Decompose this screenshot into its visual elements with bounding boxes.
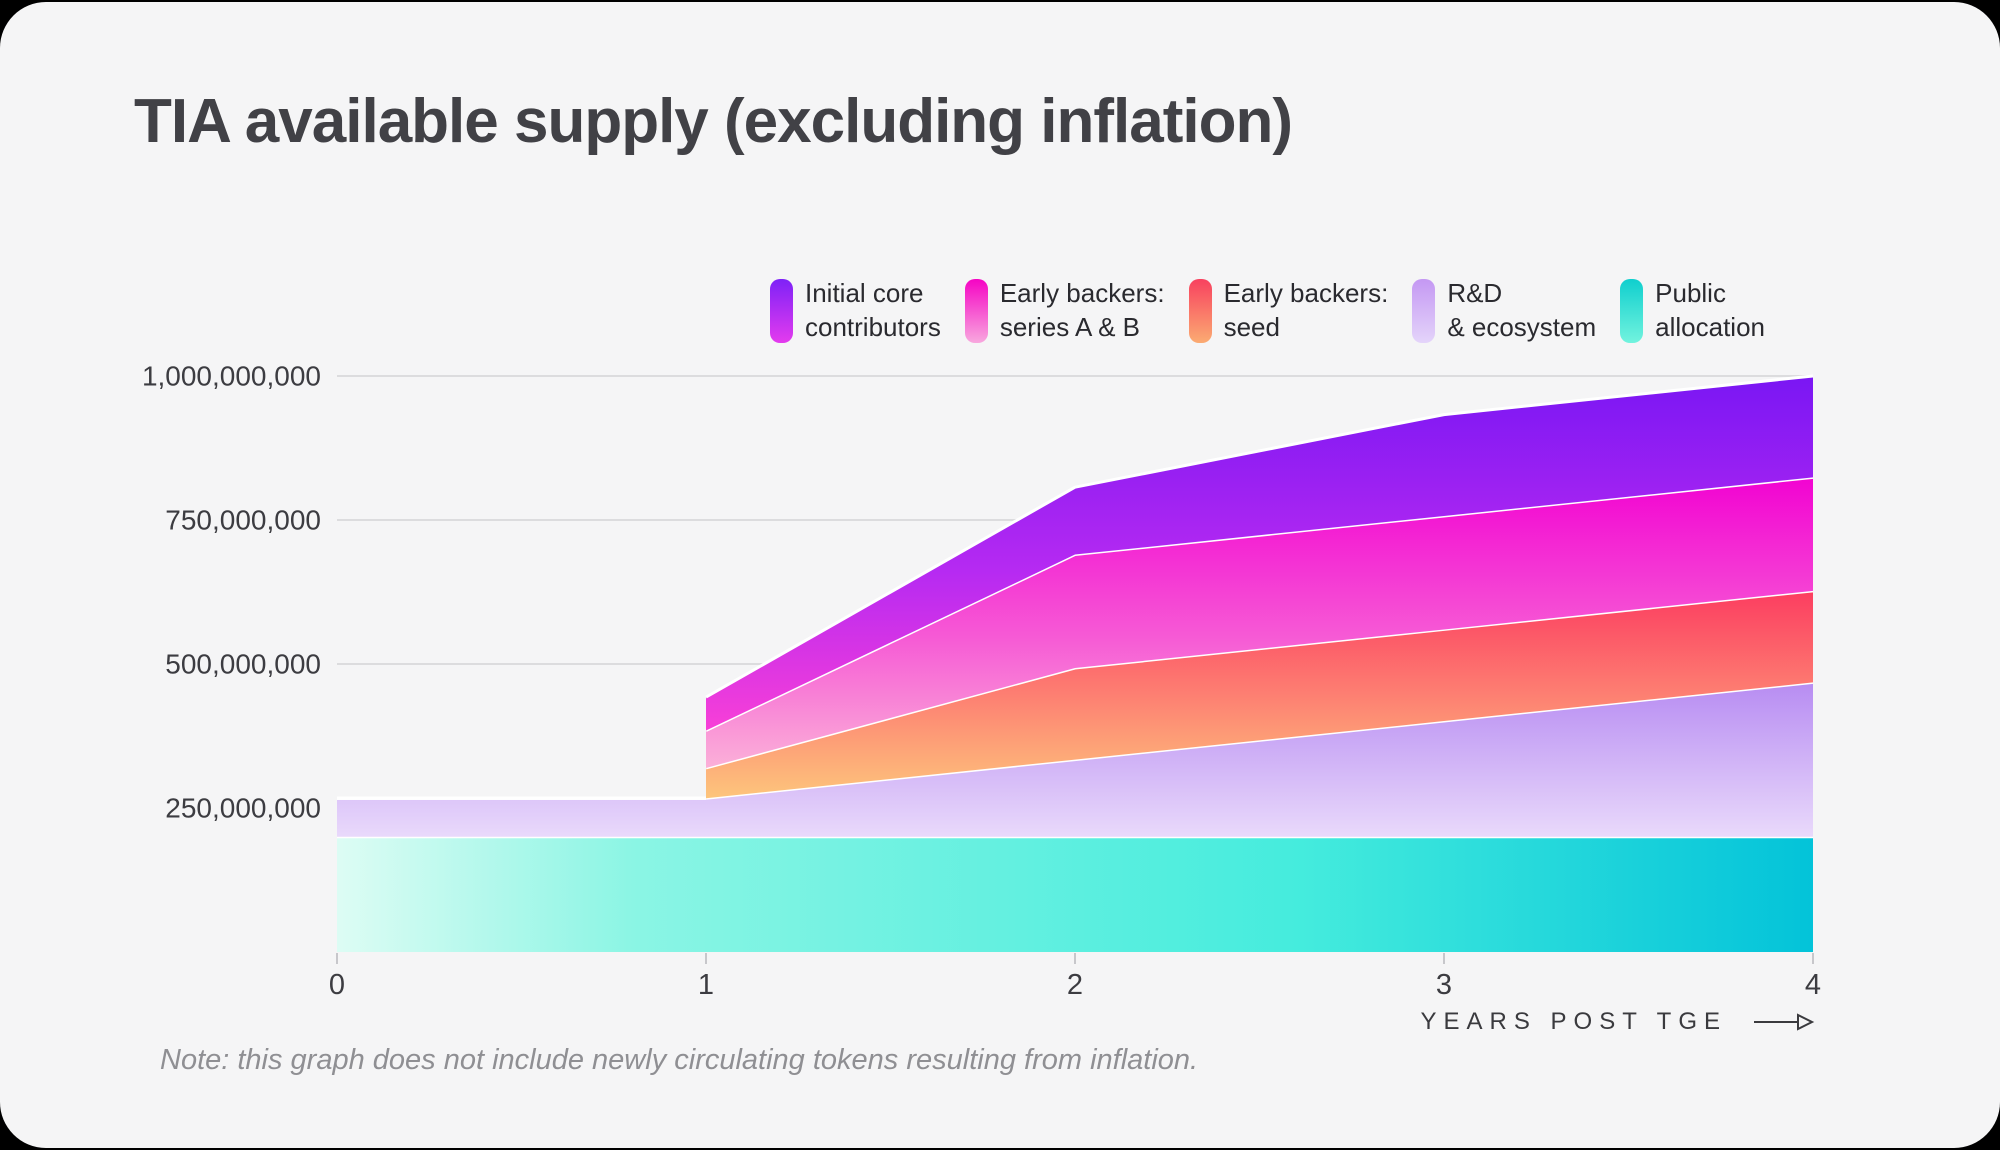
legend-swatch-early-backers-seed <box>1188 279 1212 343</box>
band-separator-line <box>337 374 1814 800</box>
area-band-early-backers-series-a-b <box>337 477 1813 799</box>
area-band-public-allocation <box>337 836 1813 952</box>
legend-label: contributors <box>805 312 941 342</box>
legend-swatch-public-allocation <box>1620 279 1644 343</box>
legend-item-initial-core-contributors: Initial core contributors <box>770 276 941 344</box>
x-tick-label: 3 <box>1436 969 1452 1001</box>
legend-item-early-backers-seed: Early backers: seed <box>1188 276 1389 344</box>
legend-label: Early backers: <box>1223 278 1389 308</box>
y-tick-label: 1,000,000,000 <box>142 361 321 392</box>
chart-legend: Initial core contributors Early backers: s… <box>770 276 1765 344</box>
x-tick-label: 2 <box>1067 969 1083 1001</box>
x-tick-label: 4 <box>1805 969 1821 1001</box>
x-tick-label: 0 <box>329 969 345 1001</box>
page-title: TIA available supply (excluding inflatio… <box>134 87 1293 156</box>
y-tick-label: 250,000,000 <box>165 793 321 824</box>
y-tick-label: 750,000,000 <box>165 505 321 536</box>
legend-label: Public <box>1655 278 1726 308</box>
legend-label: R&D <box>1447 278 1503 308</box>
y-tick-label: 500,000,000 <box>165 649 321 680</box>
legend-label: Early backers: <box>999 278 1165 308</box>
legend-item-early-backers-series-a-b: Early backers: series A & B <box>964 276 1165 344</box>
right-arrow-icon <box>1754 1013 1815 1031</box>
area-band-initial-core-contributors <box>337 376 1813 799</box>
x-axis-title: YEARS POST TGE <box>1420 1008 1815 1036</box>
legend-label: allocation <box>1655 312 1765 342</box>
legend-swatch-initial-core-contributors <box>770 279 793 343</box>
footnote: Note: this graph does not include newly … <box>160 1044 1199 1076</box>
legend-label: series A & B <box>999 312 1141 342</box>
legend-label: seed <box>1223 312 1280 342</box>
legend-item-public-allocation: Public allocation <box>1620 276 1765 344</box>
legend-item-rd-ecosystem: R&D & ecosystem <box>1412 276 1596 344</box>
x-axis-title-label: YEARS POST TGE <box>1420 1008 1727 1035</box>
x-tick-label: 1 <box>698 969 714 1001</box>
legend-swatch-early-backers-series-a-b <box>964 279 988 343</box>
area-band-early-backers-seed <box>337 590 1813 799</box>
legend-swatch-rd-ecosystem <box>1412 279 1436 343</box>
legend-label: Initial core <box>805 278 924 308</box>
legend-label: & ecosystem <box>1447 312 1597 342</box>
